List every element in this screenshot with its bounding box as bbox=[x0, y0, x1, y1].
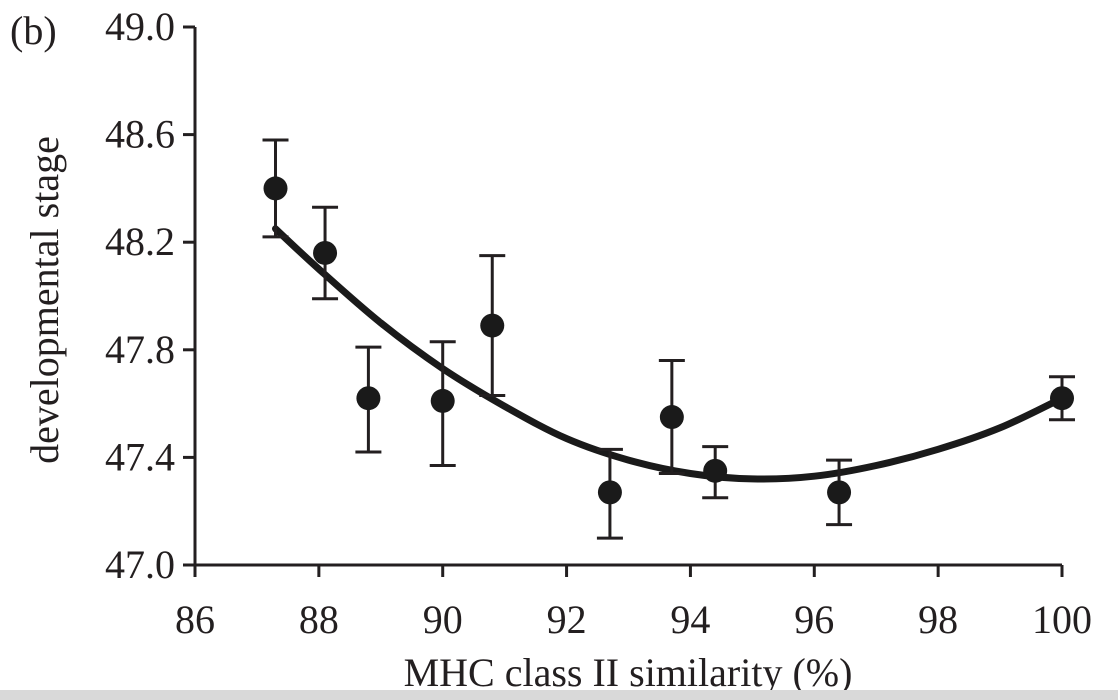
point-marker bbox=[659, 405, 684, 430]
data-point bbox=[702, 445, 729, 500]
data-point bbox=[312, 205, 339, 301]
x-axis-title: MHC class II similarity (%) bbox=[404, 650, 853, 690]
data-point bbox=[479, 254, 506, 398]
data-points bbox=[262, 138, 1075, 540]
bottom-rule bbox=[0, 690, 1118, 700]
point-marker bbox=[430, 388, 455, 413]
point-marker bbox=[480, 313, 505, 338]
point-marker bbox=[827, 480, 852, 505]
point-marker bbox=[263, 176, 288, 201]
data-point bbox=[1049, 375, 1075, 422]
point-marker bbox=[356, 386, 381, 411]
x-axis: 86 88 90 92 94 96 98 100 bbox=[175, 563, 1092, 642]
point-marker bbox=[1050, 386, 1074, 411]
x-tick-label: 92 bbox=[547, 597, 587, 642]
y-tick-label: 49.0 bbox=[105, 4, 175, 49]
quadratic-fit-curve bbox=[272, 225, 1066, 483]
data-point bbox=[658, 359, 685, 476]
data-point bbox=[596, 447, 623, 540]
data-point bbox=[262, 138, 289, 239]
x-tick-label: 90 bbox=[423, 597, 463, 642]
x-tick-label: 98 bbox=[918, 597, 958, 642]
data-point bbox=[355, 345, 382, 454]
data-point bbox=[429, 340, 456, 467]
x-tick-label: 88 bbox=[299, 597, 339, 642]
x-tick-label: 96 bbox=[794, 597, 834, 642]
panel-label: (b) bbox=[10, 8, 57, 53]
point-marker bbox=[703, 458, 728, 483]
x-tick-label: 94 bbox=[670, 597, 710, 642]
y-tick-label: 47.8 bbox=[105, 327, 175, 372]
point-marker bbox=[597, 480, 622, 505]
y-axis: 47.0 47.4 47.8 48.2 48.6 49.0 bbox=[105, 4, 197, 587]
data-point bbox=[826, 458, 853, 527]
x-tick-label: 86 bbox=[175, 597, 215, 642]
x-tick-label: 100 bbox=[1032, 597, 1092, 642]
y-tick-label: 47.0 bbox=[105, 542, 175, 587]
y-axis-title: developmental stage bbox=[22, 136, 67, 464]
point-marker bbox=[313, 240, 338, 265]
y-tick-label: 48.2 bbox=[105, 219, 175, 264]
y-tick-label: 47.4 bbox=[105, 434, 175, 479]
y-tick-label: 48.6 bbox=[105, 112, 175, 157]
